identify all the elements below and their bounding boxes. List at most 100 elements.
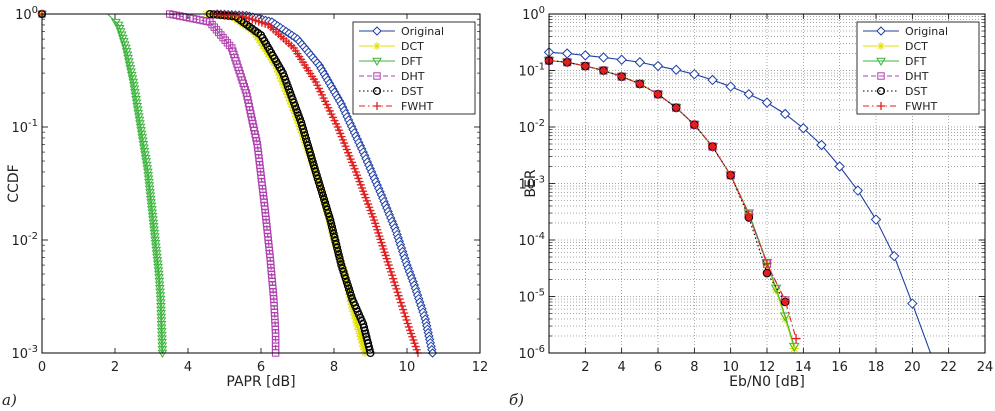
data-point <box>322 202 331 211</box>
data-point <box>329 232 338 241</box>
x-tick-label: 10 <box>722 360 739 375</box>
data-point <box>297 128 306 137</box>
data-point <box>223 39 232 47</box>
x-tick-label: 18 <box>868 360 885 375</box>
x-tick-label: 12 <box>759 360 776 375</box>
x-tick-label: 2 <box>581 360 589 375</box>
legend-entry: DFT <box>401 55 423 68</box>
data-point <box>352 318 361 327</box>
data-point <box>344 287 353 296</box>
data-point <box>354 325 363 334</box>
data-point <box>671 103 681 113</box>
data-point <box>157 349 168 358</box>
legend-entry: DST <box>401 85 423 98</box>
legend-entry: FWHT <box>401 100 433 113</box>
data-point <box>617 72 627 82</box>
data-point <box>355 329 364 338</box>
data-point <box>876 57 886 66</box>
y-tick-label: 10-6 <box>518 344 545 362</box>
legend-entry: FWHT <box>905 100 937 113</box>
legend-entry: DHT <box>401 70 425 83</box>
series-original <box>543 47 940 354</box>
data-point <box>335 253 344 262</box>
y-axis-label: BER <box>523 169 539 197</box>
data-point <box>788 342 800 353</box>
data-point <box>870 214 882 225</box>
data-point <box>390 278 399 287</box>
data-point <box>888 250 900 262</box>
data-point <box>212 26 221 34</box>
data-point <box>725 81 736 92</box>
data-point <box>356 332 365 341</box>
y-tick-label: 100 <box>15 5 38 23</box>
data-point <box>397 302 406 311</box>
series-fwht <box>38 10 422 357</box>
x-tick-label: 0 <box>38 360 46 375</box>
data-point <box>386 267 395 276</box>
data-point <box>707 74 718 86</box>
x-tick-label: 22 <box>940 360 957 375</box>
panel-label: б) <box>509 391 524 409</box>
data-point <box>330 236 338 244</box>
data-point <box>373 102 381 110</box>
data-point <box>580 61 590 71</box>
data-point <box>338 263 347 272</box>
data-point <box>325 218 334 227</box>
series-dht <box>38 10 280 357</box>
legend-entry: DST <box>905 85 927 98</box>
data-point <box>762 268 772 278</box>
data-point <box>392 284 401 293</box>
chart-panel-2: 2 4 6 8 10 12 14 16 18 20 22 2410010-110-210-310-41… <box>509 5 993 409</box>
x-tick-label: 12 <box>472 360 489 375</box>
data-point <box>876 86 886 96</box>
legend-entry: Original <box>905 25 948 38</box>
data-point <box>373 42 381 50</box>
data-point <box>323 208 332 217</box>
data-point <box>634 57 646 68</box>
series-dft <box>37 10 168 358</box>
data-point <box>635 79 645 89</box>
data-point <box>340 270 349 279</box>
data-point <box>689 68 700 80</box>
data-point <box>779 108 791 120</box>
data-point <box>877 102 885 110</box>
data-point <box>616 54 627 65</box>
y-tick-label: 10-5 <box>518 288 545 306</box>
data-point <box>652 60 664 72</box>
y-tick-label: 10-3 <box>518 175 545 193</box>
panel-label: а) <box>2 391 17 409</box>
data-point <box>403 319 412 328</box>
data-point <box>580 50 591 61</box>
data-point <box>372 86 382 96</box>
data-point <box>598 52 609 63</box>
x-tick-label: 4 <box>184 360 192 375</box>
legend-entry: DCT <box>401 40 424 53</box>
data-point <box>771 285 781 295</box>
data-point <box>396 298 405 307</box>
data-point <box>206 18 214 26</box>
data-point <box>372 26 382 36</box>
data-point <box>876 26 886 36</box>
data-point <box>333 246 342 255</box>
x-tick-label: 24 <box>977 360 994 375</box>
data-point <box>834 161 845 172</box>
data-point <box>360 345 369 354</box>
data-point <box>726 170 736 180</box>
data-point <box>334 249 343 258</box>
data-point <box>324 209 333 218</box>
data-point <box>339 266 348 275</box>
data-point <box>373 72 381 80</box>
data-point <box>353 321 362 330</box>
data-point <box>322 204 331 213</box>
data-point <box>317 187 326 196</box>
data-point <box>798 123 809 134</box>
data-point <box>342 276 351 285</box>
data-point <box>210 23 218 31</box>
legend-entry: DFT <box>905 55 927 68</box>
data-point <box>269 58 278 67</box>
data-point <box>877 72 885 80</box>
data-point <box>780 314 790 324</box>
data-point <box>779 312 791 322</box>
x-axis-label: PAPR [dB] <box>226 374 295 390</box>
